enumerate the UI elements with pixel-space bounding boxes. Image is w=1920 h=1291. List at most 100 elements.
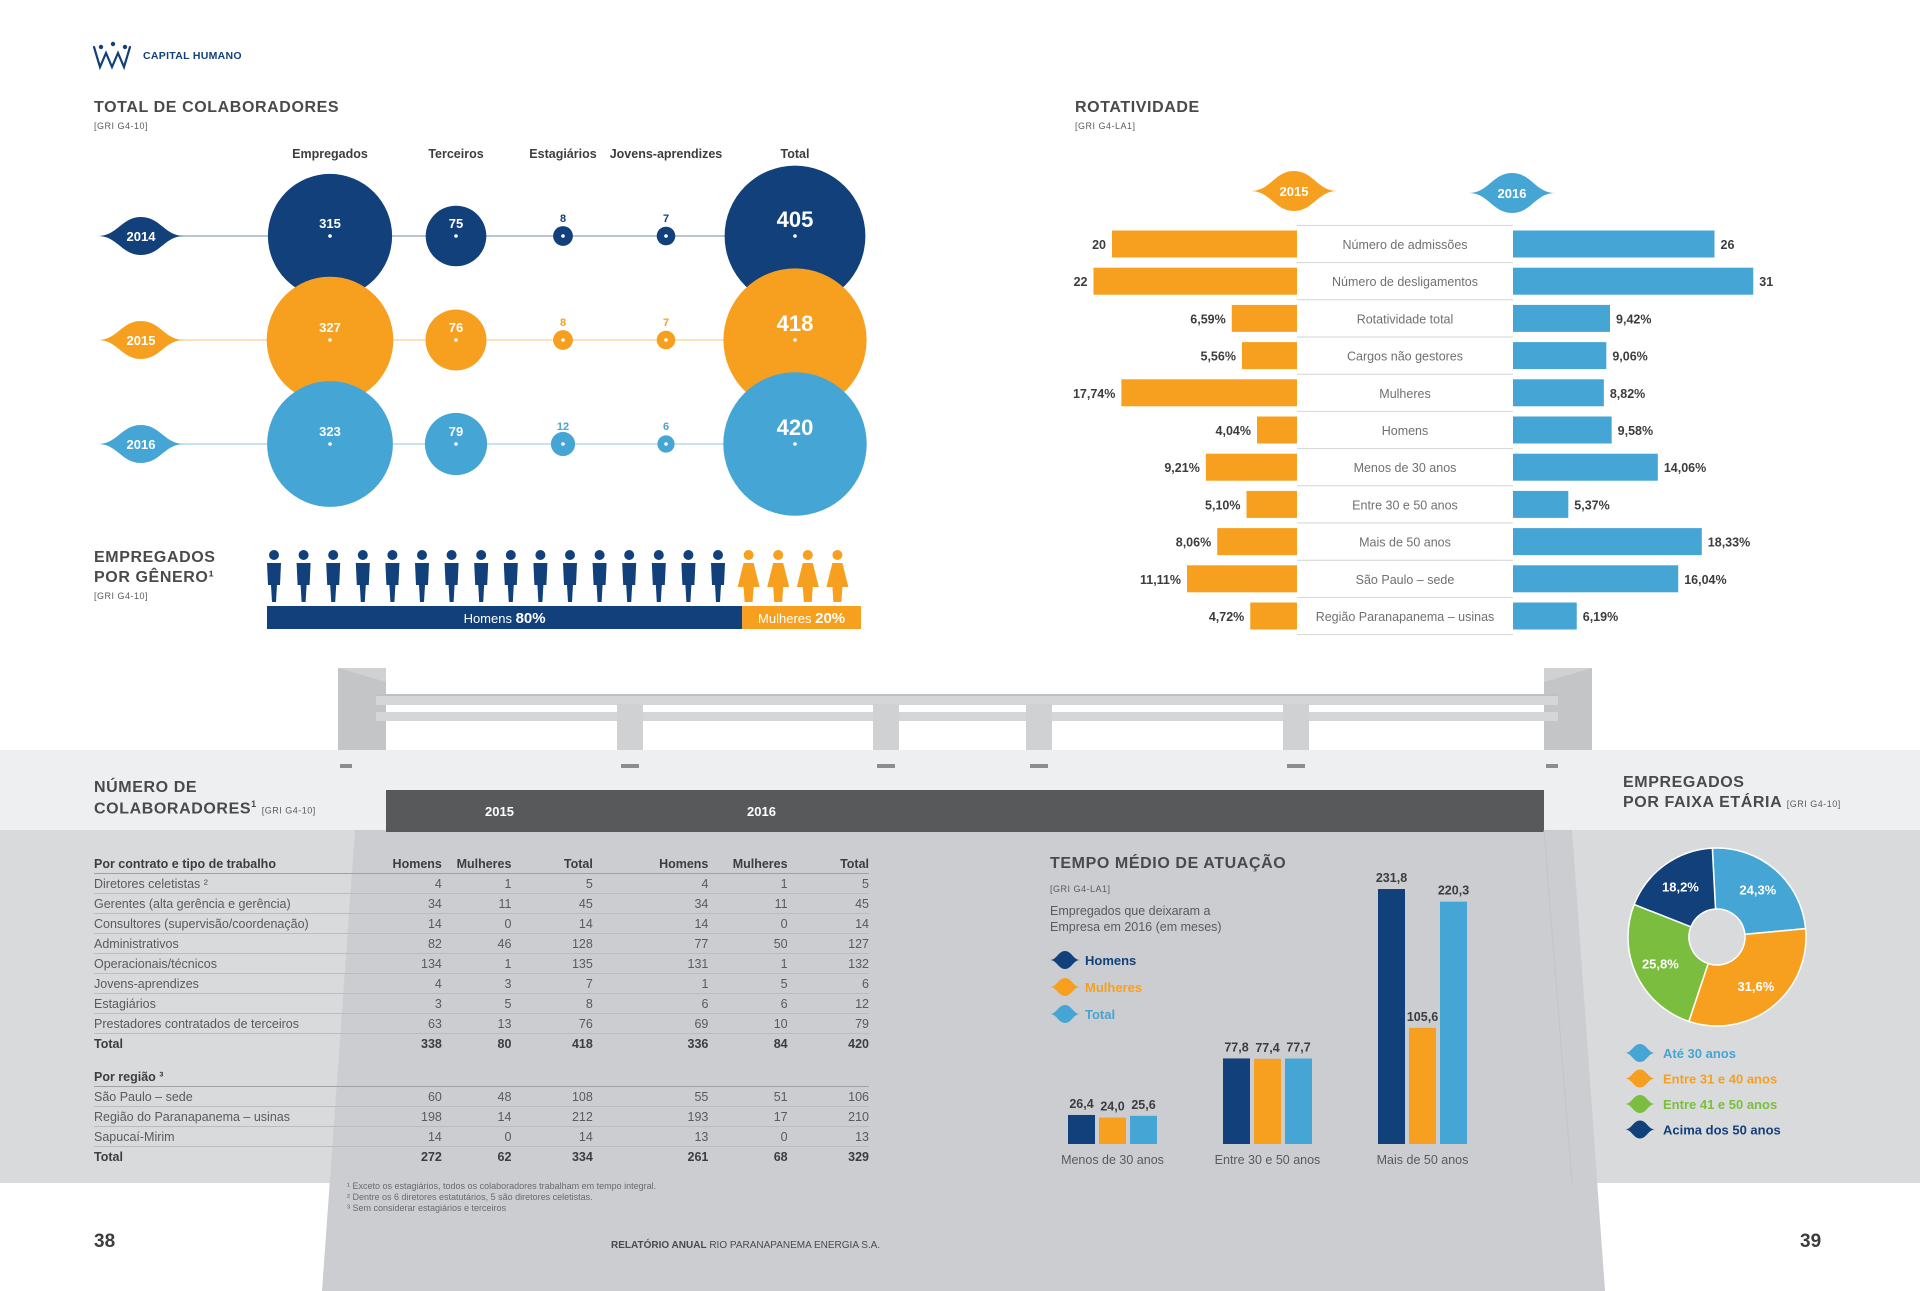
bubble-column-header: Terceiros [428, 147, 483, 161]
table-cell: 329 [848, 1149, 869, 1164]
legend-label: Homens [1085, 953, 1136, 968]
table-row-label: Consultores (supervisão/coordenação) [94, 913, 357, 934]
table-cell: 17 [708, 1106, 788, 1127]
table-cell: 1 [708, 873, 788, 894]
table-row-label: Gerentes (alta gerência e gerência) [94, 893, 357, 914]
turnover-value-2015: 5,56% [1201, 350, 1236, 364]
table-year-2016: 2016 [747, 804, 776, 819]
turnover-category-label: Mulheres [1379, 387, 1430, 401]
table-cell: 11 [441, 893, 512, 914]
table-cell: 6 [708, 993, 788, 1014]
table-row: Gerentes (alta gerência e gerência) 34 11 4… [94, 893, 869, 914]
table-cell: 82 [356, 933, 442, 954]
pie-slice-label: 25,8% [1642, 956, 1679, 971]
table-cell [511, 1067, 593, 1087]
turnover-value-2016: 16,04% [1684, 573, 1726, 587]
table-row-label: Por região ³ [94, 1067, 357, 1087]
table-cell: 48 [441, 1086, 512, 1107]
bubble-value: 327 [319, 320, 341, 335]
year-badge-label: 2014 [127, 229, 157, 244]
gender-title-line1: EMPREGADOS [94, 549, 216, 566]
legend-swatch [1050, 1005, 1080, 1023]
tenure-title: TEMPO MÉDIO DE ATUAÇÃO [1050, 855, 1287, 872]
table-row-label: Diretores celetistas ² [94, 873, 357, 894]
tenure-category-label: Entre 30 e 50 anos [1215, 1153, 1321, 1167]
table-cell: 63 [356, 1013, 442, 1034]
turnover-category-label: Região Paranapanema – usinas [1316, 610, 1495, 624]
table-cell: 13 [592, 1126, 709, 1147]
turnover-value-2015: 20 [1092, 238, 1106, 252]
bubble-center-dot [561, 338, 565, 342]
total-gri: [GRI G4-10] [94, 121, 149, 131]
table-row: Estagiários 3 5 8 6 6 12 [94, 993, 869, 1014]
table-cell: 76 [511, 1013, 593, 1034]
turnover-category-label: Número de desligamentos [1332, 275, 1478, 289]
tenure-bar-value: 25,6 [1131, 1098, 1155, 1112]
tenure-gri: [GRI G4-LA1] [1050, 884, 1111, 894]
tenure-bar-chart: Homens Mulheres Total 26,4 24,0 25,6 Menos de … [1050, 871, 1469, 1167]
table-cell: 5 [441, 993, 512, 1014]
footnote-2: ² Dentre os 6 diretores estatutários, 5 … [347, 1192, 593, 1202]
man-icon [296, 550, 311, 602]
legend-label: Total [1085, 1007, 1115, 1022]
legend-label: Até 30 anos [1663, 1046, 1736, 1061]
bubble-center-dot [328, 338, 332, 342]
turnover-value-2016: 9,06% [1612, 350, 1647, 364]
table-row: Total 272 62 334 261 68 329 [94, 1147, 869, 1167]
table-cell: 8 [511, 993, 593, 1014]
table-cell: 13 [787, 1126, 869, 1147]
bubble-value: 7 [663, 317, 669, 329]
table-cell: 10 [708, 1013, 788, 1034]
table-cell: 3 [441, 973, 512, 994]
turnover-value-2015: 9,21% [1164, 461, 1199, 475]
turnover-value-2015: 6,59% [1190, 312, 1225, 326]
table-cell: 131 [592, 953, 709, 974]
bridge-posts [617, 704, 1309, 750]
man-icon [326, 550, 341, 602]
table-cell: 34 [356, 893, 442, 914]
report-company: RIO PARANAPANEMA ENERGIA S.A. [709, 1240, 881, 1251]
pie-slice-label: 31,6% [1737, 979, 1774, 994]
woman-icon [796, 550, 819, 602]
table-cell: 7 [511, 973, 593, 994]
man-icon [503, 550, 518, 602]
year-badge-label: 2016 [1498, 186, 1527, 201]
tenure-bar [1223, 1058, 1250, 1144]
turnover-value-2016: 14,06% [1664, 461, 1706, 475]
legend-swatch [1625, 1095, 1655, 1113]
table-year-2015: 2015 [485, 804, 514, 819]
table-row-label: Administrativos [94, 933, 357, 954]
table-cell: 1 [592, 973, 709, 994]
legend-swatch [1625, 1069, 1655, 1088]
gender-gri: [GRI G4-10] [94, 591, 149, 601]
bubble-column-header: Jovens-aprendizes [610, 147, 723, 161]
table-cell: 14 [592, 913, 709, 934]
table-row-label: Região do Paranapanema – usinas [94, 1106, 357, 1127]
table-cell: 69 [592, 1013, 709, 1034]
bubble-center-dot [793, 234, 797, 238]
gender-chart: Homens 80% Mulheres 20% [267, 550, 861, 629]
year-badge-label: 2016 [127, 437, 156, 452]
table-cell: 34 [592, 893, 709, 914]
bubble-center-dot [664, 234, 668, 238]
bubble-value: 405 [777, 207, 814, 232]
table-cell: 50 [708, 933, 788, 954]
table-cell: Mulheres [441, 854, 512, 874]
pie-slice [1627, 903, 1710, 1023]
table-cell: 106 [787, 1086, 869, 1107]
turnover-value-2015: 4,72% [1209, 610, 1244, 624]
legend-label: Mulheres [1085, 980, 1142, 995]
footnote-1: ¹ Exceto os estagiários, todos os colabo… [347, 1181, 657, 1191]
turnover-bar-2015 [1093, 267, 1297, 295]
report-name: RELATÓRIO ANUAL [611, 1240, 707, 1251]
man-icon [563, 550, 577, 602]
tenure-category-label: Mais de 50 anos [1377, 1153, 1469, 1167]
woman-icon [826, 550, 849, 602]
turnover-value-2016: 9,42% [1616, 312, 1651, 326]
turnover-category-label: Entre 30 e 50 anos [1352, 498, 1458, 512]
turnover-category-label: Cargos não gestores [1347, 350, 1463, 364]
table-row-label: Total [94, 1149, 123, 1164]
table-row [94, 1053, 869, 1067]
table-cell: 5 [511, 873, 593, 894]
year-badge [98, 217, 184, 255]
